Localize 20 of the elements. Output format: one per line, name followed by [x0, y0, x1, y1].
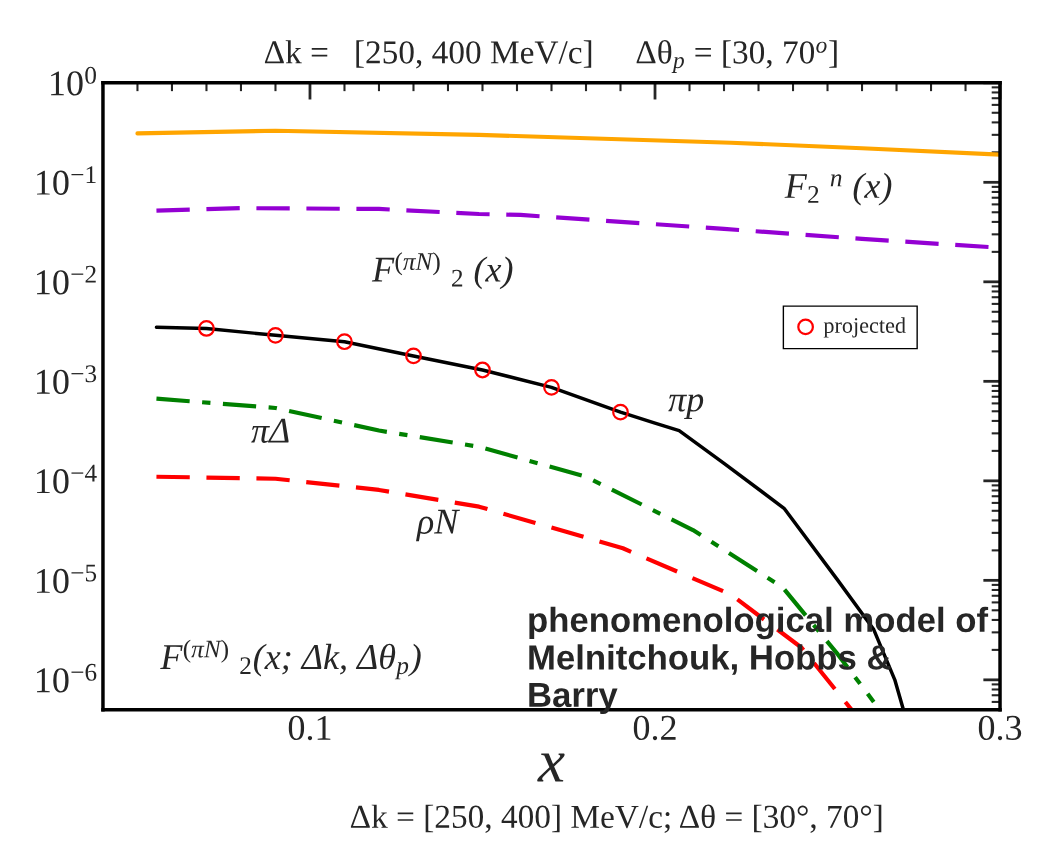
series-label: F$_{2}$ $^{n}$ (x) — [784, 172, 892, 206]
x-tick-label: 0.1 — [288, 715, 331, 741]
y-tick-label: 10$^{−1}$ — [37, 166, 96, 195]
y-tick-label: 10$^{0}$ — [51, 66, 96, 96]
y-tick-label: 10$^{−5}$ — [37, 564, 97, 594]
x-tick-label: 0.3 — [978, 715, 1022, 741]
series-label: πp — [668, 394, 704, 419]
x-tick-label: 0.2 — [633, 715, 676, 741]
series-label: ρN — [416, 509, 461, 542]
chart-title: Δk = [250, 400 MeV/c] Δθ$_{p}$ = [30, 70$^{o}$] — [264, 40, 837, 73]
y-tick-label: 10$^{−2}$ — [37, 265, 96, 295]
x-axis-title: x — [537, 753, 565, 782]
text: Δk = [250, 400] MeV/c; Δθ = [30°, 70°] — [350, 804, 882, 833]
y-tick-label: 10$^{−4}$ — [37, 464, 97, 494]
series-label: F$^{(πN)}$ $_{2}$ (x) — [371, 252, 513, 290]
legend-label: projected — [823, 317, 906, 338]
y-tick-label: 10$^{−6}$ — [37, 663, 97, 693]
series-label: πΔ — [251, 418, 289, 443]
y-tick-label: 10$^{−3}$ — [37, 365, 97, 395]
annotation: F$^{(πN)}$ $_{2}$(x; Δk, Δθ$_{p}$) — [160, 639, 421, 680]
